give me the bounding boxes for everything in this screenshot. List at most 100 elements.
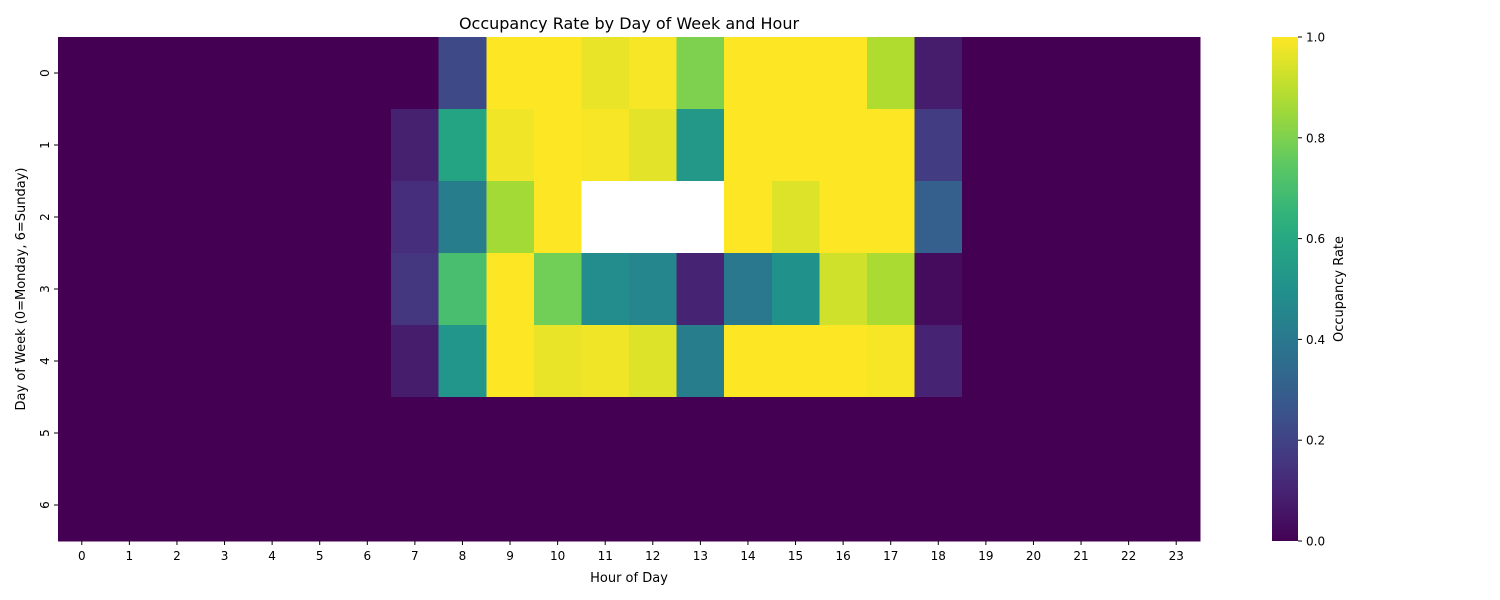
heatmap-cell [914,37,963,110]
x-tick-label: 22 [1121,549,1136,563]
heatmap-cell [819,325,868,398]
heatmap-cell [724,397,773,470]
heatmap-cell [105,397,154,470]
x-tick-label: 17 [883,549,898,563]
colorbar-tick-label: 0.6 [1306,232,1325,246]
heatmap-cell [58,469,107,542]
heatmap-cell [248,109,297,182]
y-tick-label: 0 [38,69,52,77]
heatmap-cell [391,397,440,470]
heatmap-cell [914,397,963,470]
heatmap-cell [391,181,440,254]
heatmap-cell [200,253,249,326]
heatmap-cell [1152,469,1201,542]
x-tick-label: 6 [363,549,371,563]
colorbar-label: Occupancy Rate [1332,236,1347,342]
heatmap-cell [1104,397,1154,470]
heatmap-cell [581,37,630,110]
heatmap-cell [343,253,392,326]
heatmap-cell [676,181,725,254]
heatmap-cell [724,469,773,542]
heatmap-cell [1152,109,1201,182]
heatmap-cell [391,109,440,182]
heatmap-cell [914,181,963,254]
heatmap-cell [724,37,773,110]
heatmap-cell [819,469,868,542]
heatmap-cell [486,469,535,542]
heatmap-cell [866,325,916,398]
heatmap-cell [200,37,249,110]
heatmap-cell [248,397,297,470]
heatmap-cell [581,109,630,182]
heatmap-cell [438,469,487,542]
heatmap-cell [391,469,440,542]
heatmap-cell [248,469,297,542]
heatmap-cell [200,397,249,470]
x-tick-label: 21 [1073,549,1088,563]
heatmap-cell [153,325,202,398]
x-tick-label: 10 [550,549,565,563]
heatmap-cell [58,109,107,182]
x-tick-label: 16 [835,549,850,563]
x-tick-label: 0 [78,549,86,563]
heatmap-cell [58,325,107,398]
heatmap-cell [962,325,1011,398]
colorbar [1272,37,1298,541]
heatmap-cell [295,325,345,398]
heatmap-cell [676,253,725,326]
heatmap-cell [962,253,1011,326]
heatmap-cell [1009,397,1058,470]
heatmap-cell [153,253,202,326]
heatmap-cell [105,37,154,110]
heatmap-cell [629,397,678,470]
y-tick-label: 4 [38,357,52,365]
x-tick-label: 7 [411,549,419,563]
y-tick-label: 1 [38,141,52,149]
heatmap-cell [153,397,202,470]
heatmap-cell [105,181,154,254]
heatmap-cell [1009,37,1058,110]
heatmap-cell [200,181,249,254]
heatmap-cell [676,325,725,398]
heatmap-cell [343,397,392,470]
heatmap-cell [533,253,583,326]
heatmap-cell [486,109,535,182]
heatmap-cell [248,181,297,254]
heatmap-cell [1009,181,1058,254]
heatmap-cell [866,253,916,326]
heatmap-cell [295,253,345,326]
heatmap-cell [295,109,345,182]
heatmap-cell [676,37,725,110]
heatmap-cell [1104,37,1154,110]
colorbar-tick-label: 0.4 [1306,333,1325,347]
heatmap-cell [343,37,392,110]
heatmap-cell [724,325,773,398]
heatmap-cell [486,253,535,326]
heatmap-cell [343,109,392,182]
heatmap-cell [533,181,583,254]
heatmap-cell [676,109,725,182]
heatmap-cell [1009,253,1058,326]
heatmap-cell [819,181,868,254]
heatmap-cell [200,325,249,398]
heatmap-cell [486,397,535,470]
heatmap-cell [391,253,440,326]
heatmap-cell [629,253,678,326]
heatmap-cell [200,109,249,182]
heatmap-cell [533,37,583,110]
heatmap-cell [629,325,678,398]
heatmap-cell [771,37,820,110]
heatmap-cell [486,181,535,254]
heatmap-cell [1152,253,1201,326]
heatmap-cell [1057,325,1106,398]
heatmap-cell [391,37,440,110]
heatmap-cell [343,181,392,254]
heatmap-cell [533,325,583,398]
heatmap-cell [343,325,392,398]
x-tick-label: 3 [221,549,229,563]
y-tick-label: 5 [38,429,52,437]
heatmap-cell [1152,37,1201,110]
heatmap-cell [486,37,535,110]
y-tick-label: 6 [38,501,52,509]
